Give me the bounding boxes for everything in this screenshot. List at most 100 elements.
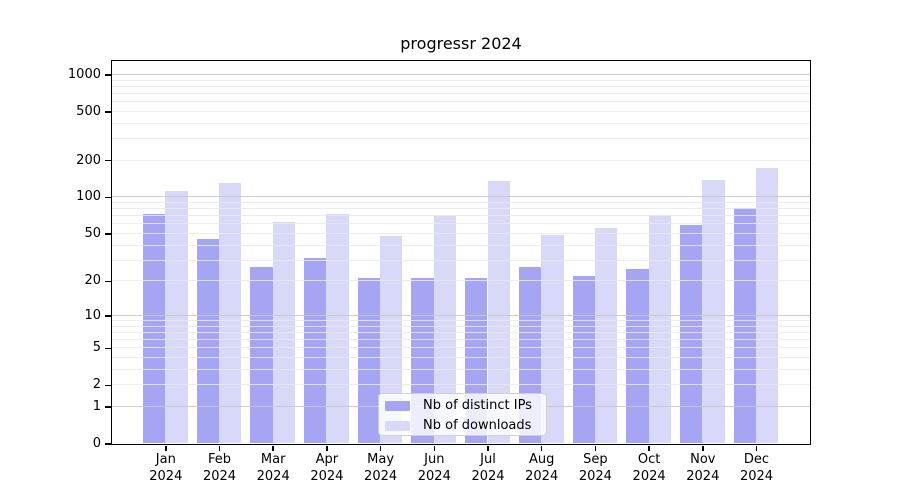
minor-gridline xyxy=(111,208,810,210)
major-gridline xyxy=(111,73,810,75)
x-tick xyxy=(165,445,167,451)
y-tick xyxy=(105,384,111,387)
minor-gridline xyxy=(111,320,810,321)
legend-swatch-downloads xyxy=(385,420,410,431)
bar-downloads-jul xyxy=(487,181,510,444)
bar-distinct-ips-sep xyxy=(572,276,595,444)
y-tick xyxy=(105,443,111,445)
y-tick-label: 0 xyxy=(92,436,101,451)
minor-gridline xyxy=(111,202,810,204)
x-tick-year: 2024 xyxy=(578,468,612,484)
x-tick-label: Sep 2024 xyxy=(579,452,612,485)
bar-downloads-feb xyxy=(219,182,242,444)
x-tick-year: 2024 xyxy=(202,468,237,484)
minor-gridline xyxy=(111,280,810,282)
y-tick-label: 5 xyxy=(92,340,101,356)
y-tick-label: 100 xyxy=(76,189,101,205)
minor-gridline xyxy=(111,122,810,124)
x-tick-label: May 2024 xyxy=(364,452,397,485)
bar-downloads-sep xyxy=(594,227,618,444)
x-tick xyxy=(755,445,758,451)
legend-item: Nb of downloads xyxy=(379,417,531,434)
minor-gridline xyxy=(111,244,810,246)
bar-downloads-dec xyxy=(756,167,779,444)
minor-gridline xyxy=(111,339,810,341)
y-tick xyxy=(105,74,111,76)
bar-downloads-oct xyxy=(648,215,671,444)
x-tick-label: Jul 2024 xyxy=(471,452,504,485)
x-tick-month: Feb xyxy=(207,452,232,467)
y-tick xyxy=(105,406,111,408)
x-tick-month: Sep xyxy=(583,452,608,467)
x-tick-month: Jun xyxy=(424,452,445,467)
x-tick-label: Jun 2024 xyxy=(418,452,451,485)
x-tick-month: Oct xyxy=(637,452,661,467)
x-tick-month: Jul xyxy=(480,452,496,467)
y-tick xyxy=(105,347,111,350)
x-tick-label: Aug 2024 xyxy=(525,452,558,485)
legend-label: Nb of distinct IPs xyxy=(423,398,532,413)
y-tick-label: 500 xyxy=(76,103,101,119)
x-tick-year: 2024 xyxy=(149,468,183,484)
minor-gridline xyxy=(111,92,810,94)
bar-downloads-jun xyxy=(433,215,457,444)
x-tick-year: 2024 xyxy=(364,468,398,484)
x-tick-month: Aug xyxy=(528,452,555,467)
x-tick xyxy=(272,445,274,451)
y-tick xyxy=(105,315,111,317)
legend: Nb of distinct IPs Nb of downloads xyxy=(378,393,547,436)
x-tick-month: Mar xyxy=(260,452,286,467)
minor-gridline xyxy=(111,79,810,81)
x-tick-month: Jan xyxy=(155,452,176,467)
y-tick-label: 50 xyxy=(84,225,101,241)
major-gridline xyxy=(111,196,810,198)
minor-gridline xyxy=(111,223,810,225)
x-tick xyxy=(594,445,597,451)
bar-downloads-jan xyxy=(165,190,188,444)
y-tick xyxy=(105,111,111,113)
x-tick-year: 2024 xyxy=(417,468,451,484)
y-tick xyxy=(105,280,111,283)
minor-gridline xyxy=(111,232,810,234)
x-tick xyxy=(648,445,650,451)
y-tick-label: 200 xyxy=(76,152,101,168)
x-tick-label: Dec 2024 xyxy=(740,452,773,485)
bar-distinct-ips-oct xyxy=(626,269,649,444)
chart-title: progressr 2024 xyxy=(400,34,522,53)
plot-area xyxy=(110,59,811,445)
x-tick-year: 2024 xyxy=(686,468,720,484)
bar-distinct-ips-may xyxy=(357,278,381,444)
x-tick-year: 2024 xyxy=(256,468,290,484)
x-tick xyxy=(218,445,221,451)
y-tick-label: 2 xyxy=(92,377,101,393)
bar-distinct-ips-apr xyxy=(304,258,327,444)
legend-item: Nb of distinct IPs xyxy=(379,397,532,414)
x-tick-month: May xyxy=(367,452,395,467)
minor-gridline xyxy=(111,331,810,333)
x-tick-year: 2024 xyxy=(739,468,774,484)
major-gridline xyxy=(111,314,810,316)
x-tick xyxy=(540,445,543,451)
x-tick-label: Feb 2024 xyxy=(203,452,236,485)
bar-distinct-ips-jan xyxy=(142,214,166,444)
y-tick-label: 20 xyxy=(84,273,101,289)
x-tick-month: Apr xyxy=(315,452,339,467)
x-tick-label: Oct 2024 xyxy=(633,452,666,485)
x-tick xyxy=(433,445,436,451)
minor-gridline xyxy=(111,85,810,87)
minor-gridline xyxy=(111,384,810,386)
y-tick-label: 1 xyxy=(92,398,101,414)
minor-gridline xyxy=(111,347,810,349)
minor-gridline xyxy=(111,325,810,327)
x-tick-month: Nov xyxy=(690,452,716,467)
y-tick-label: 1000 xyxy=(67,66,101,82)
x-tick-month: Dec xyxy=(743,452,770,467)
y-tick xyxy=(105,233,111,235)
legend-swatch-distinct-ips xyxy=(385,400,410,411)
x-tick-year: 2024 xyxy=(525,468,559,484)
minor-gridline xyxy=(111,357,810,359)
bar-downloads-apr xyxy=(326,214,349,444)
x-tick-label: Mar 2024 xyxy=(257,452,290,485)
bar-distinct-ips-mar xyxy=(250,267,273,444)
x-tick xyxy=(487,445,489,451)
